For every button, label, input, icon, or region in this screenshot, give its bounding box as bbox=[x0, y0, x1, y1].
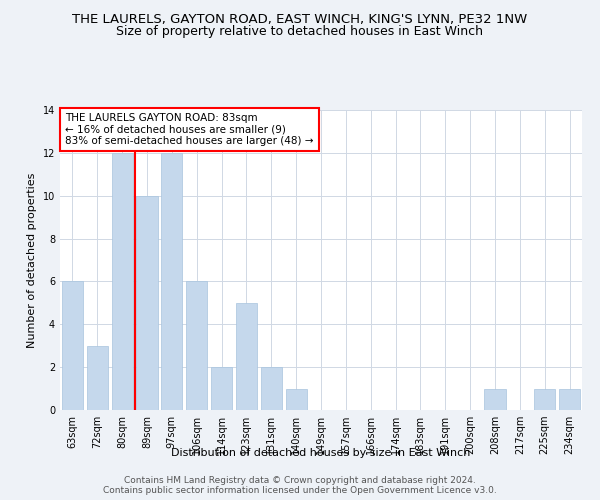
Text: Contains HM Land Registry data © Crown copyright and database right 2024.: Contains HM Land Registry data © Crown c… bbox=[124, 476, 476, 485]
Bar bbox=[62, 282, 83, 410]
Text: Size of property relative to detached houses in East Winch: Size of property relative to detached ho… bbox=[116, 25, 484, 38]
Bar bbox=[161, 153, 182, 410]
Bar bbox=[534, 388, 555, 410]
Text: Distribution of detached houses by size in East Winch: Distribution of detached houses by size … bbox=[172, 448, 470, 458]
Bar bbox=[559, 388, 580, 410]
Bar bbox=[186, 282, 207, 410]
Text: THE LAURELS GAYTON ROAD: 83sqm
← 16% of detached houses are smaller (9)
83% of s: THE LAURELS GAYTON ROAD: 83sqm ← 16% of … bbox=[65, 113, 314, 146]
Text: THE LAURELS, GAYTON ROAD, EAST WINCH, KING'S LYNN, PE32 1NW: THE LAURELS, GAYTON ROAD, EAST WINCH, KI… bbox=[73, 12, 527, 26]
Bar bbox=[286, 388, 307, 410]
Bar bbox=[136, 196, 158, 410]
Bar bbox=[87, 346, 108, 410]
Text: Contains public sector information licensed under the Open Government Licence v3: Contains public sector information licen… bbox=[103, 486, 497, 495]
Bar bbox=[484, 388, 506, 410]
Bar bbox=[112, 153, 133, 410]
Bar bbox=[261, 367, 282, 410]
Bar bbox=[211, 367, 232, 410]
Y-axis label: Number of detached properties: Number of detached properties bbox=[27, 172, 37, 348]
Bar bbox=[236, 303, 257, 410]
